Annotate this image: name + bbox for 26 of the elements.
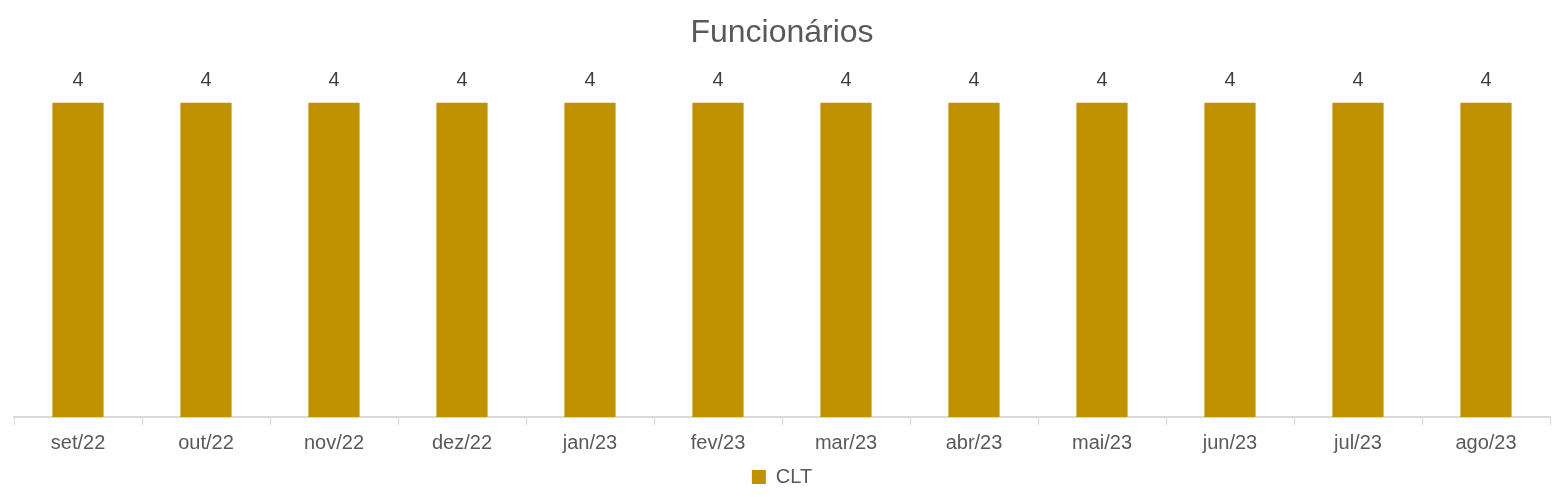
data-label: 4 [712,67,724,90]
data-label: 4 [72,67,84,90]
x-tick-label: fev/23 [690,430,746,453]
data-label: 4 [1480,67,1492,90]
x-tick-label: set/22 [50,430,106,453]
x-tick-label: ago/23 [1455,430,1517,453]
x-tick-label: abr/23 [945,430,1003,453]
data-label: 4 [1352,67,1364,90]
data-label: 4 [1224,67,1236,90]
x-tick-label: mar/23 [814,430,878,453]
data-label: 4 [456,67,468,90]
x-tick-label: jun/23 [1201,430,1258,453]
data-label: 4 [328,67,340,90]
data-label: 4 [968,67,980,90]
x-tick-label: out/22 [178,430,234,453]
x-tick-label: jul/23 [1333,430,1382,453]
data-label: 4 [584,67,596,90]
chart-title: Funcionários [690,13,874,50]
x-tick-label: mai/23 [1071,430,1133,453]
data-label: 4 [200,67,212,90]
data-label: 4 [1096,67,1108,90]
x-tick-label: dez/22 [431,430,493,453]
legend-label: CLT [775,464,813,487]
x-tick-label: nov/22 [303,430,365,453]
x-tick-label: jan/23 [561,430,618,453]
data-label: 4 [840,67,852,90]
